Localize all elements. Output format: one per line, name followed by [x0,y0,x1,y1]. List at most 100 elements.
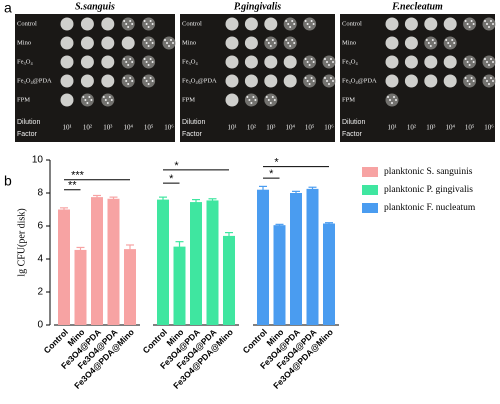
dilution-value: 10⁶ [324,124,334,132]
colony-dot [324,77,326,79]
colony-dot [427,42,430,44]
y-tick-label: 4 [37,254,43,265]
colony-spot [101,36,115,50]
y-tick-label: 10 [32,155,44,166]
colony-dot [88,96,91,98]
colony-dot [466,23,469,25]
colony-dot [143,58,146,60]
significance-label: * [169,173,174,185]
colony-dot [267,99,270,101]
colony-dot [248,99,251,101]
colony-dot [472,80,475,82]
bar [323,223,335,325]
colony-dot [265,39,268,41]
colony-dot [484,77,486,79]
colony-dot [464,20,467,22]
colony-dot [293,42,296,44]
colony-dot [464,58,467,60]
colony-spot [101,55,115,69]
colony-dot [306,61,309,63]
colony-dot [312,23,315,25]
y-tick-label: 2 [37,287,43,298]
colony-dot [147,26,150,28]
colony-dot [269,102,272,104]
colony-spot [60,36,74,50]
colony-dot [129,20,132,22]
significance-label: * [269,168,274,180]
colony-spot [101,74,115,88]
colony-dot [486,23,488,25]
colony-dot [306,23,309,25]
colony-dot [468,26,471,28]
colony-dot [310,77,313,79]
colony-spot [424,55,438,69]
panel-title: P.gingivalis [234,1,281,12]
colony-dot [271,39,274,41]
colony-dot [131,61,134,63]
colony-dot [472,23,475,25]
colony-dot [330,58,332,60]
colony-dot [151,23,154,25]
bar [91,197,103,325]
colony-dot [464,77,467,79]
colony-spot [80,17,94,31]
colony-dot [304,77,307,79]
colony-dot [246,96,249,98]
row-label: Control [182,20,202,27]
colony-dot [104,99,107,101]
colony-dot [125,80,128,82]
colony-spot [60,74,74,88]
colony-spot [225,74,239,88]
colony-dot [484,20,486,22]
dilution-value: 10⁴ [285,124,295,132]
y-axis-label: lg CFU(per disk) [16,208,27,276]
colony-dot [131,23,134,25]
colony-dot [395,99,397,101]
dilution-value: 10² [83,124,92,132]
colony-dot [304,20,307,22]
panel-title: F.necleatum [391,1,443,12]
colony-spot [443,17,457,31]
colony-dot [164,39,166,41]
colony-dot [143,20,146,22]
colony-dot [488,64,490,66]
colony-dot [304,58,307,60]
colony-dot [123,20,126,22]
dilution-value: 10² [407,124,416,132]
colony-dot [145,23,148,25]
colony-dot [308,26,311,28]
colony-dot [310,58,313,60]
colony-dot [326,80,328,82]
colony-dot [170,39,172,41]
dilution-value: 10⁴ [123,124,133,132]
colony-dot [250,102,253,104]
row-label: Fe₃O₄@PDA [17,77,52,84]
colony-spot [385,55,399,69]
colony-dot [123,58,126,60]
row-label: Mino [17,39,31,46]
bar [173,246,186,325]
bar [157,199,169,325]
colony-dot [269,45,272,47]
colony-dot [125,61,128,63]
colony-spot [60,55,74,69]
colony-dot [492,61,494,63]
dilution-value: 10⁶ [484,124,494,132]
dilution-value: 10³ [103,124,112,132]
row-label: Fe₃O₄@PDA [182,77,217,84]
colony-dot [291,39,294,41]
colony-dot [252,96,255,98]
colony-spot [244,55,258,69]
colony-dot [490,20,492,22]
colony-dot [149,20,152,22]
significance-label: ** [68,180,77,192]
legend-label: planktonic S. sanguinis [384,167,473,177]
row-label: Fe₃O₄ [17,58,33,65]
colony-dot [143,39,146,41]
bar [290,193,302,325]
colony-dot [265,96,268,98]
colony-dot [447,42,450,44]
panel-label: b [4,173,12,189]
colony-dot [431,39,434,41]
dilution-value: 10³ [426,124,435,132]
